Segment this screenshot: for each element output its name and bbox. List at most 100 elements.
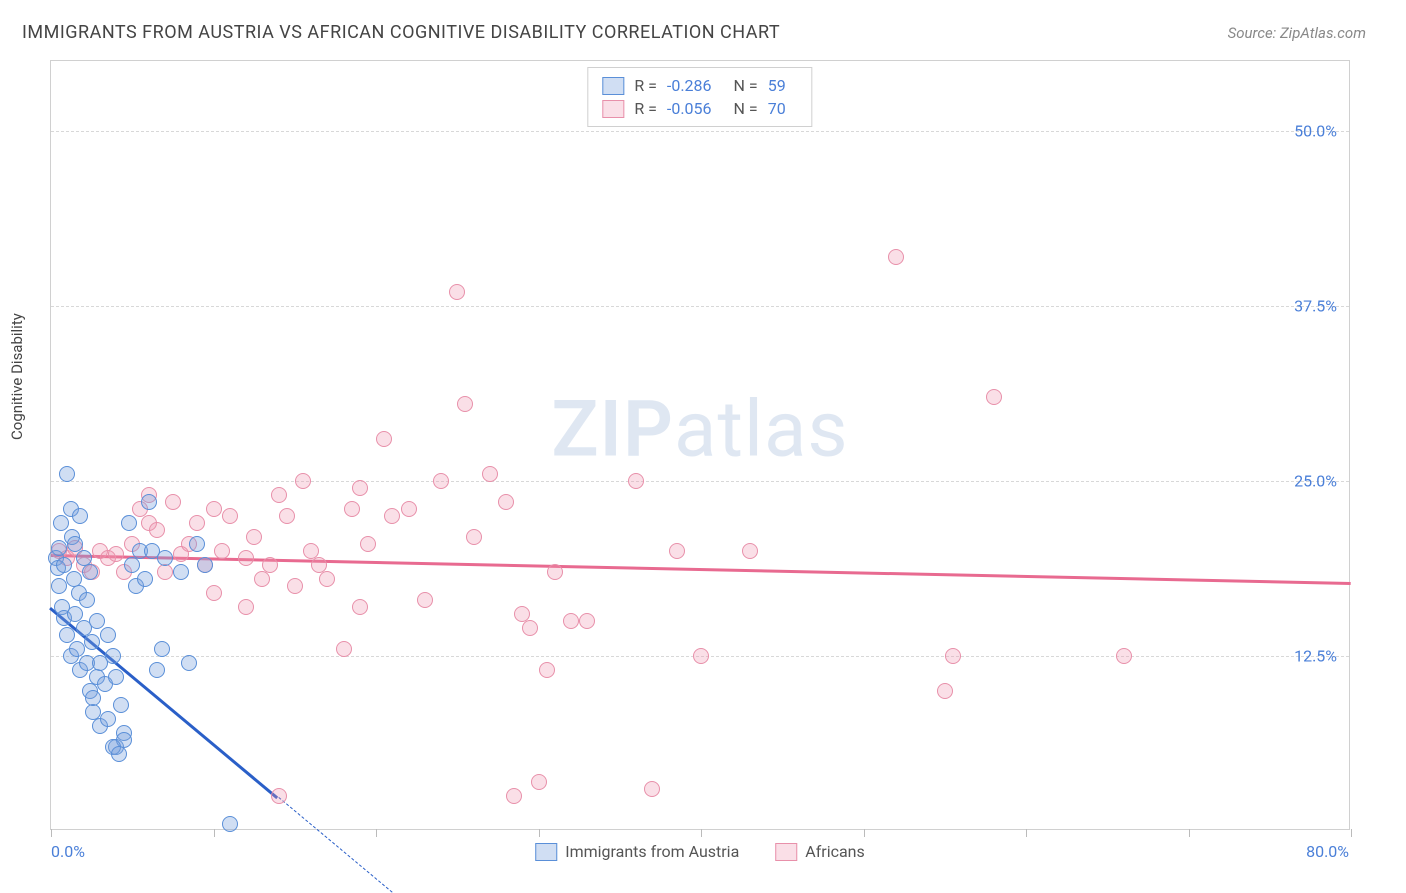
data-point [84,634,100,650]
data-point [124,557,140,573]
data-point [376,431,392,447]
data-point [197,557,213,573]
y-tick-label: 25.0% [1294,472,1337,491]
x-tick [1351,829,1352,837]
data-point [56,557,72,573]
africans-n-value: 70 [768,99,786,118]
data-point [271,788,287,804]
watermark-light: atlas [674,384,849,475]
data-point [506,788,522,804]
data-point [279,508,295,524]
data-point [401,501,417,517]
swatch-austria-icon [602,77,624,95]
x-tick [1026,829,1027,837]
data-point [344,501,360,517]
swatch-africans-icon [602,100,624,118]
data-point [85,690,101,706]
n-label: N = [734,99,758,118]
data-point [1116,648,1132,664]
y-tick-label: 50.0% [1294,122,1337,141]
data-point [384,508,400,524]
x-tick [1189,829,1190,837]
data-point [121,515,137,531]
africans-r-value: -0.056 [667,99,712,118]
data-point [319,571,335,587]
data-point [457,396,473,412]
data-point [69,641,85,657]
data-point [189,515,205,531]
legend-row-africans: R = -0.056 N = 70 [602,97,797,120]
data-point [59,466,75,482]
data-point [449,284,465,300]
data-point [51,578,67,594]
gridline [51,481,1349,482]
data-point [100,627,116,643]
data-point [111,746,127,762]
data-point [53,515,69,531]
watermark: ZIPatlas [551,384,848,475]
legend-label-africans: Africans [805,842,864,861]
data-point [154,641,170,657]
data-point [238,550,254,566]
x-axis-min-label: 0.0% [51,842,85,861]
gridline [51,306,1349,307]
data-point [352,480,368,496]
data-point [222,816,238,832]
data-point [254,571,270,587]
data-point [271,487,287,503]
data-point [669,543,685,559]
data-point [945,648,961,664]
data-point [644,781,660,797]
data-point [246,529,262,545]
data-point [108,669,124,685]
trend-line [278,797,392,893]
x-axis-max-label: 80.0% [1306,842,1349,861]
r-label: R = [634,76,657,95]
legend-label-austria: Immigrants from Austria [565,842,739,861]
legend-item-africans: Africans [775,842,864,861]
data-point [189,536,205,552]
data-point [141,494,157,510]
data-point [157,564,173,580]
data-point [165,494,181,510]
n-label: N = [734,76,758,95]
chart-title: IMMIGRANTS FROM AUSTRIA VS AFRICAN COGNI… [22,22,780,43]
data-point [522,620,538,636]
data-point [214,543,230,559]
data-point [105,648,121,664]
swatch-africans-icon [775,843,797,861]
data-point [693,648,709,664]
data-point [287,578,303,594]
watermark-bold: ZIP [551,384,674,475]
x-tick [51,829,52,837]
data-point [360,536,376,552]
data-point [579,613,595,629]
data-point [89,613,105,629]
x-tick [864,829,865,837]
data-point [417,592,433,608]
data-point [628,473,644,489]
legend-item-austria: Immigrants from Austria [535,842,739,861]
x-tick [539,829,540,837]
data-point [563,613,579,629]
data-point [498,494,514,510]
correlation-legend: R = -0.286 N = 59 R = -0.056 N = 70 [587,67,812,127]
data-point [206,585,222,601]
data-point [295,473,311,489]
austria-n-value: 59 [768,76,786,95]
data-point [149,662,165,678]
data-point [888,249,904,265]
data-point [59,627,75,643]
source-attribution: Source: ZipAtlas.com [1228,24,1366,42]
data-point [482,466,498,482]
chart-plot-area: ZIPatlas R = -0.286 N = 59 R = -0.056 N … [50,60,1350,830]
data-point [352,599,368,615]
y-tick-label: 12.5% [1294,647,1337,666]
legend-row-austria: R = -0.286 N = 59 [602,74,797,97]
data-point [100,711,116,727]
data-point [742,543,758,559]
data-point [206,501,222,517]
data-point [149,522,165,538]
x-tick [214,829,215,837]
y-tick-label: 37.5% [1294,297,1337,316]
